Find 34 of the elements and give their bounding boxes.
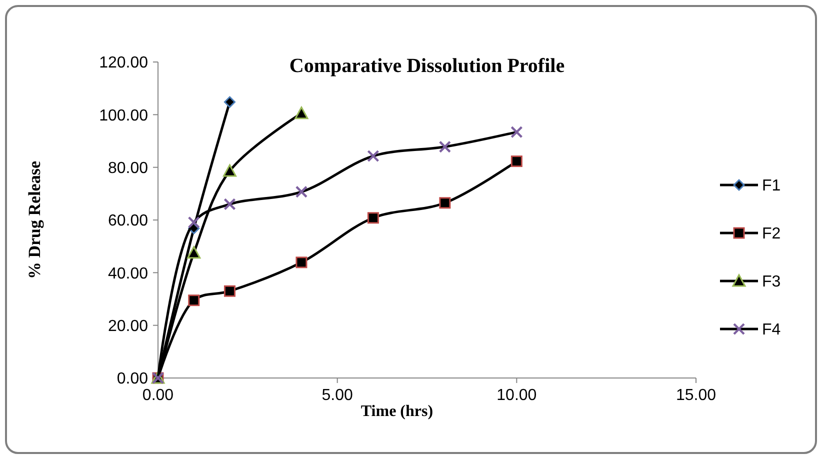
point	[224, 96, 236, 108]
point	[439, 197, 451, 209]
y-axis-title: % Drug Release	[25, 160, 44, 280]
point	[224, 285, 236, 297]
point	[510, 126, 523, 138]
point	[367, 212, 379, 224]
point	[224, 198, 236, 210]
point	[296, 256, 308, 268]
point	[187, 246, 201, 259]
point	[294, 106, 308, 120]
x-tick-label: 5.00	[322, 387, 354, 404]
point	[222, 164, 236, 177]
legend-label: F3	[762, 274, 781, 291]
x-tick-label: 10.00	[496, 387, 537, 404]
point	[438, 140, 452, 153]
y-tick-label: 80.00	[108, 160, 148, 177]
point	[367, 150, 380, 162]
point	[188, 294, 200, 306]
x-axis-title: Time (hrs)	[360, 403, 434, 420]
y-tick-label: 0.00	[116, 370, 148, 388]
chart-title: Comparative Dissolution Profile	[289, 55, 565, 77]
point	[510, 156, 522, 168]
x-tick-label: 0.00	[142, 387, 174, 404]
point	[188, 216, 200, 228]
legend-label: F1	[762, 178, 781, 195]
point	[295, 186, 308, 198]
legend-label: F2	[762, 226, 781, 243]
x-tick-label: 15.00	[676, 387, 716, 404]
y-tick-label: 60.00	[108, 212, 148, 230]
y-tick-label: 100.00	[99, 107, 148, 124]
y-tick-label: 40.00	[108, 265, 148, 282]
y-tick-label: 20.00	[108, 318, 148, 335]
legend-label: F4	[762, 322, 781, 339]
y-tick-label: 120.00	[99, 54, 148, 72]
